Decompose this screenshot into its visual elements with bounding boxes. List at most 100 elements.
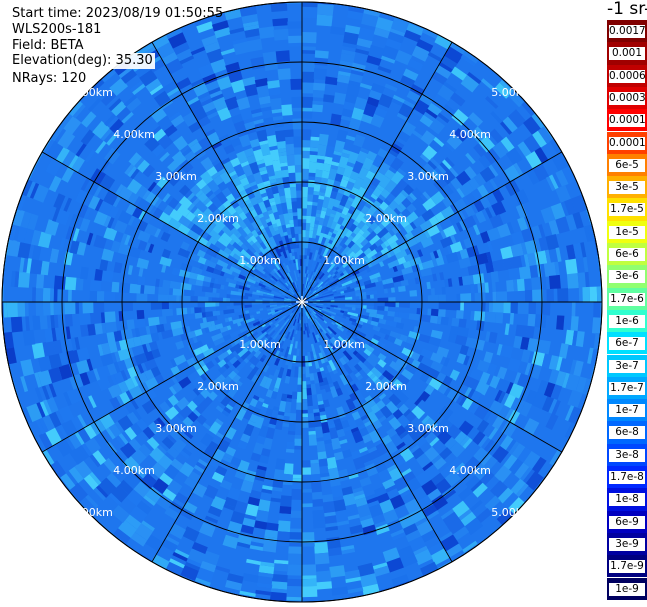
data-cell (408, 536, 427, 553)
data-cell (519, 401, 533, 417)
data-cell (305, 326, 310, 338)
data-cell (212, 141, 223, 150)
data-cell (422, 197, 437, 212)
data-cell (244, 234, 250, 241)
data-cell (467, 401, 480, 415)
data-cell (292, 255, 296, 260)
data-cell (331, 232, 337, 238)
data-cell (391, 17, 410, 34)
data-cell (349, 170, 360, 181)
data-cell (225, 277, 237, 285)
data-cell (182, 416, 194, 428)
data-cell (118, 311, 123, 322)
data-cell (333, 499, 347, 512)
data-cell (179, 159, 194, 174)
data-cell (481, 292, 486, 303)
data-cell (187, 138, 199, 148)
data-cell (427, 308, 432, 316)
data-cell (31, 244, 42, 261)
data-cell (233, 368, 240, 375)
data-cell (305, 300, 317, 302)
data-cell (215, 392, 225, 403)
data-cell (351, 107, 365, 121)
data-cell (109, 77, 128, 96)
data-cell (165, 27, 183, 39)
data-cell (313, 309, 324, 317)
data-cell (45, 157, 63, 177)
data-cell (211, 172, 220, 180)
data-cell (132, 83, 146, 95)
data-cell (584, 271, 590, 288)
data-cell (297, 384, 302, 392)
data-cell (531, 113, 546, 129)
data-cell (302, 316, 304, 320)
data-cell (212, 297, 223, 302)
data-cell (53, 193, 66, 210)
data-cell (464, 517, 484, 536)
data-cell (405, 529, 422, 543)
data-cell (262, 316, 270, 322)
data-cell (417, 424, 432, 439)
data-cell (311, 306, 319, 311)
data-cell (385, 401, 399, 415)
data-cell (117, 348, 131, 361)
data-cell (161, 51, 179, 66)
data-cell (317, 451, 327, 460)
data-cell (286, 368, 292, 377)
data-cell (293, 281, 299, 293)
data-cell (307, 290, 317, 298)
data-cell (110, 373, 118, 386)
data-cell (264, 333, 269, 338)
data-cell (291, 307, 298, 313)
data-cell (279, 506, 292, 515)
data-cell (213, 188, 222, 196)
data-cell (420, 236, 434, 249)
data-cell (282, 319, 291, 330)
data-cell (397, 256, 407, 265)
data-cell (363, 186, 375, 200)
data-cell (230, 510, 246, 525)
data-cell (63, 251, 74, 266)
data-cell (16, 226, 28, 243)
data-cell (258, 282, 266, 288)
data-cell (199, 321, 212, 329)
data-cell (304, 288, 307, 292)
data-cell (296, 244, 300, 249)
data-cell (420, 267, 433, 277)
data-cell (355, 299, 360, 303)
data-cell (373, 486, 387, 498)
data-cell (289, 528, 302, 533)
center-marker (301, 301, 307, 307)
data-cell (331, 586, 349, 596)
data-cell (508, 267, 521, 281)
data-cell (529, 264, 539, 279)
data-cell (336, 406, 346, 419)
data-cell (236, 380, 243, 387)
data-cell (449, 369, 460, 381)
data-cell (460, 511, 477, 527)
data-cell (118, 432, 129, 445)
data-cell (294, 281, 298, 289)
data-cell (192, 359, 206, 371)
data-cell (370, 257, 383, 267)
data-cell (274, 309, 279, 313)
data-cell (217, 439, 231, 453)
data-cell (441, 169, 457, 185)
data-cell (304, 312, 308, 324)
data-cell (496, 343, 503, 356)
data-cell (313, 323, 317, 328)
data-cell (124, 400, 136, 414)
data-cell (288, 172, 296, 184)
data-cell (158, 472, 173, 486)
data-cell (285, 143, 295, 156)
data-cell (174, 548, 190, 559)
data-cell (196, 364, 209, 377)
data-cell (330, 221, 338, 230)
data-cell (226, 297, 231, 302)
data-cell (375, 313, 384, 320)
data-cell (301, 575, 317, 580)
data-cell (317, 155, 326, 160)
data-cell (477, 184, 490, 198)
data-cell (246, 243, 257, 254)
data-cell (528, 302, 536, 315)
